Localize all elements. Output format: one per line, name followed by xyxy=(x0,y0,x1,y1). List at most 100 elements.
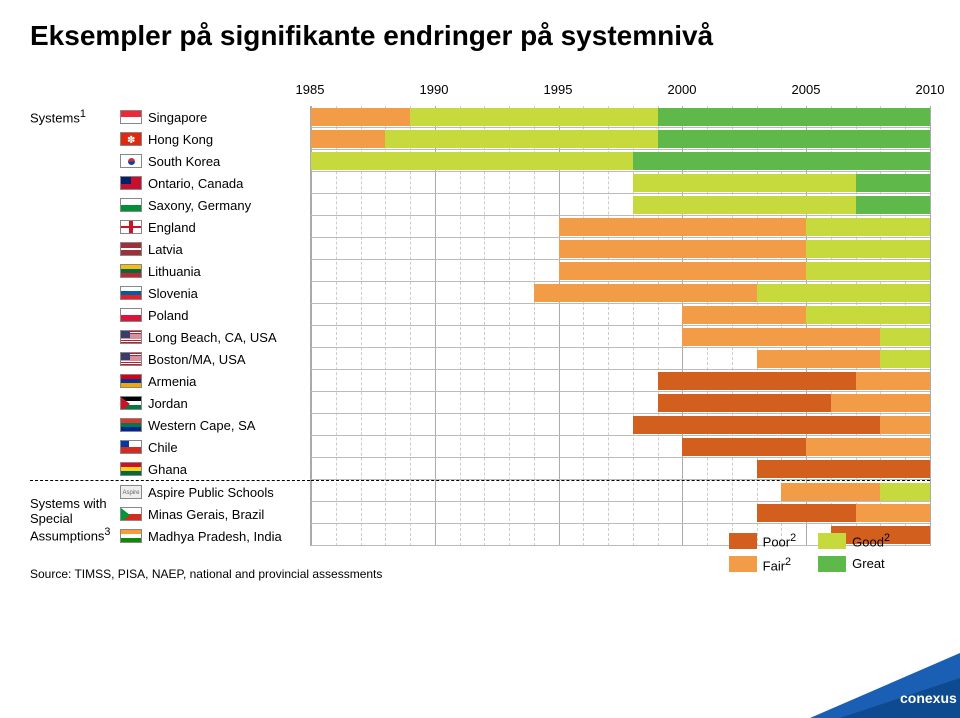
flag-icon xyxy=(120,529,142,543)
flag-icon: ✽ xyxy=(120,132,142,146)
group-label-special: Systems with Special Assumptions3 xyxy=(30,496,110,543)
flag-icon: Aspire xyxy=(120,485,142,499)
bar-segment xyxy=(534,284,757,302)
bar-segment xyxy=(633,416,881,434)
chart-row xyxy=(311,392,930,414)
chart-row xyxy=(311,216,930,238)
row-label: Slovenia xyxy=(30,282,310,304)
country-name: Minas Gerais, Brazil xyxy=(148,507,264,522)
chart-row xyxy=(311,238,930,260)
country-name: Ghana xyxy=(148,462,187,477)
country-name: Armenia xyxy=(148,374,196,389)
bar-segment xyxy=(559,218,807,236)
bar-segment xyxy=(806,306,930,324)
chart-row xyxy=(311,348,930,370)
chart-row xyxy=(311,370,930,392)
row-label: Armenia xyxy=(30,370,310,392)
row-label-column: Systems1 Systems with Special Assumption… xyxy=(30,82,310,547)
bar-segment xyxy=(757,284,930,302)
bar-segment xyxy=(682,328,880,346)
logo-text: conexus xyxy=(900,690,957,706)
bar-segment xyxy=(757,460,930,478)
bar-segment xyxy=(806,262,930,280)
chart-row xyxy=(311,150,930,172)
bar-segment xyxy=(682,306,806,324)
country-name: Chile xyxy=(148,440,178,455)
flag-icon xyxy=(120,286,142,300)
chart-row xyxy=(311,458,930,480)
bar-segment xyxy=(311,108,410,126)
row-label: Latvia xyxy=(30,238,310,260)
year-axis: 198519901995200020052010 xyxy=(310,82,930,106)
flag-icon xyxy=(120,154,142,168)
bar-segment xyxy=(658,130,930,148)
row-label: Boston/MA, USA xyxy=(30,348,310,370)
chart-grid-area: 198519901995200020052010 xyxy=(310,82,930,547)
row-label: England xyxy=(30,216,310,238)
bar-segment xyxy=(856,196,930,214)
country-name: Saxony, Germany xyxy=(148,198,251,213)
gantt-chart: Systems1 Systems with Special Assumption… xyxy=(30,82,930,547)
swatch-fair xyxy=(729,556,757,572)
bar-segment xyxy=(757,350,881,368)
country-name: Slovenia xyxy=(148,286,198,301)
gridline xyxy=(930,106,931,546)
year-label: 1985 xyxy=(296,82,325,97)
bar-segment xyxy=(880,416,930,434)
bar-segment xyxy=(633,174,856,192)
bar-segment xyxy=(633,196,856,214)
legend-good: Good2 xyxy=(818,532,890,549)
country-name: Western Cape, SA xyxy=(148,418,255,433)
bar-segment xyxy=(633,152,930,170)
bar-segment xyxy=(806,438,930,456)
country-name: Lithuania xyxy=(148,264,201,279)
bar-segment xyxy=(410,108,658,126)
country-name: Poland xyxy=(148,308,188,323)
row-label: Long Beach, CA, USA xyxy=(30,326,310,348)
swatch-great xyxy=(818,556,846,572)
bar-segment xyxy=(658,394,831,412)
chart-grid xyxy=(310,106,930,546)
country-name: England xyxy=(148,220,196,235)
conexus-logo: conexus xyxy=(760,608,960,718)
bar-segment xyxy=(658,108,930,126)
year-label: 1990 xyxy=(420,82,449,97)
flag-icon xyxy=(120,308,142,322)
bar-segment xyxy=(856,504,930,522)
swatch-good xyxy=(818,533,846,549)
flag-icon xyxy=(120,440,142,454)
row-label: Western Cape, SA xyxy=(30,414,310,436)
bar-segment xyxy=(559,240,807,258)
bar-segment xyxy=(311,130,385,148)
country-name: Aspire Public Schools xyxy=(148,485,274,500)
chart-row xyxy=(311,414,930,436)
chart-row xyxy=(311,106,930,128)
row-label: South Korea xyxy=(30,150,310,172)
year-label: 2000 xyxy=(668,82,697,97)
year-label: 1995 xyxy=(544,82,573,97)
legend-fair: Fair2 xyxy=(729,556,797,573)
flag-icon xyxy=(120,507,142,521)
row-label: Chile xyxy=(30,436,310,458)
chart-row xyxy=(311,502,930,524)
row-label: Lithuania xyxy=(30,260,310,282)
bar-segment xyxy=(806,240,930,258)
chart-row xyxy=(311,194,930,216)
bar-segment xyxy=(880,350,930,368)
chart-row xyxy=(311,326,930,348)
year-label: 2005 xyxy=(792,82,821,97)
flag-icon xyxy=(120,176,142,190)
flag-icon xyxy=(120,110,142,124)
bar-segment xyxy=(658,372,856,390)
flag-icon xyxy=(120,418,142,432)
chart-row xyxy=(311,172,930,194)
bar-segment xyxy=(311,152,633,170)
flag-icon xyxy=(120,330,142,344)
swatch-poor xyxy=(729,533,757,549)
bar-segment xyxy=(856,372,930,390)
flag-icon xyxy=(120,462,142,476)
country-name: Jordan xyxy=(148,396,188,411)
country-name: Madhya Pradesh, India xyxy=(148,529,282,544)
row-label: Poland xyxy=(30,304,310,326)
row-label: Ontario, Canada xyxy=(30,172,310,194)
